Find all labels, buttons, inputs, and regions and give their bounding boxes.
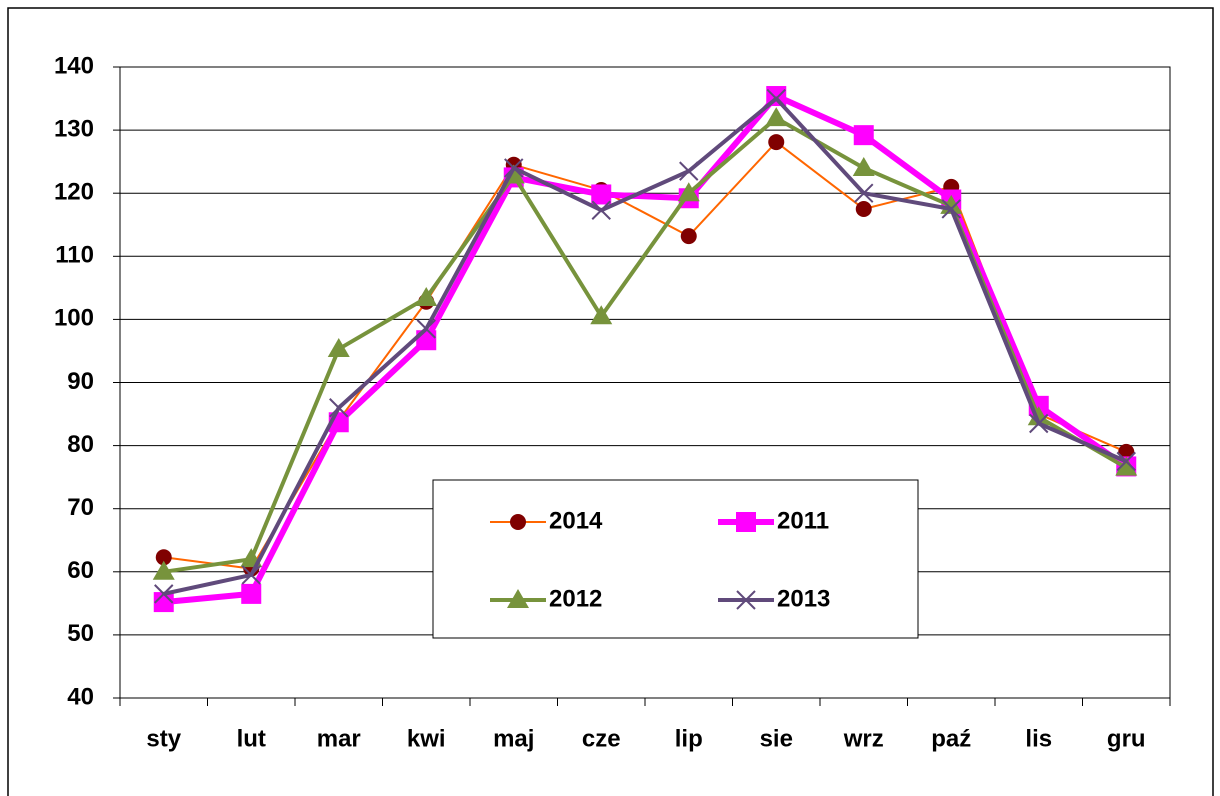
y-tick-label: 60 — [67, 557, 94, 584]
marker — [155, 549, 172, 566]
y-tick-label: 70 — [67, 494, 94, 521]
marker — [1027, 406, 1050, 426]
x-tick-label: wrz — [843, 725, 884, 752]
x-tick-label: maj — [493, 725, 534, 752]
x-tick-label: cze — [582, 725, 621, 752]
y-tick-label: 110 — [55, 242, 94, 269]
y-tick-label: 130 — [54, 115, 94, 142]
marker — [590, 305, 613, 325]
marker — [591, 184, 612, 205]
x-tick-label: sie — [760, 725, 793, 752]
marker — [852, 156, 875, 176]
x-tick-label: gru — [1107, 725, 1146, 752]
marker — [853, 125, 874, 146]
marker — [415, 286, 438, 306]
marker — [765, 107, 788, 127]
marker — [854, 183, 874, 203]
marker — [941, 199, 961, 219]
marker — [510, 514, 526, 530]
legend-label: 2012 — [549, 585, 602, 612]
series-line — [163, 96, 1128, 596]
marker — [241, 583, 262, 604]
y-tick-label: 50 — [67, 620, 94, 647]
x-tick-label: lut — [237, 725, 266, 752]
x-tick-label: sty — [146, 725, 181, 752]
marker — [855, 200, 872, 217]
x-tick-label: kwi — [407, 725, 446, 752]
marker — [736, 590, 756, 610]
series-line — [163, 93, 1128, 606]
marker — [591, 200, 611, 220]
y-tick-label: 90 — [67, 368, 94, 395]
x-tick-label: mar — [317, 725, 361, 752]
marker — [768, 134, 785, 151]
x-tick-label: paź — [931, 725, 971, 752]
marker — [680, 228, 697, 245]
marker — [241, 565, 261, 585]
legend-label: 2013 — [777, 585, 830, 612]
marker — [154, 584, 174, 604]
legend-label: 2014 — [549, 507, 603, 534]
marker — [679, 161, 699, 181]
marker — [1029, 413, 1049, 434]
marker — [1116, 451, 1136, 472]
y-tick-label: 120 — [54, 179, 94, 206]
y-tick-label: 140 — [54, 52, 94, 79]
marker — [766, 88, 786, 109]
marker — [416, 319, 436, 339]
marker — [152, 560, 175, 580]
y-tick-label: 40 — [67, 683, 94, 710]
y-tick-label: 100 — [54, 305, 94, 332]
legend-label: 2011 — [777, 507, 829, 534]
marker — [329, 398, 349, 418]
marker — [504, 158, 524, 178]
y-tick-label: 80 — [67, 431, 94, 458]
x-tick-label: lis — [1025, 725, 1052, 752]
marker — [736, 512, 756, 532]
chart-frame — [7, 7, 1214, 796]
marker — [1118, 443, 1135, 460]
marker — [327, 338, 350, 358]
marker — [1115, 456, 1138, 476]
marker — [507, 589, 529, 608]
marker — [153, 592, 174, 613]
legend-box — [432, 479, 919, 639]
marker — [677, 182, 700, 202]
x-tick-label: lip — [675, 725, 703, 752]
